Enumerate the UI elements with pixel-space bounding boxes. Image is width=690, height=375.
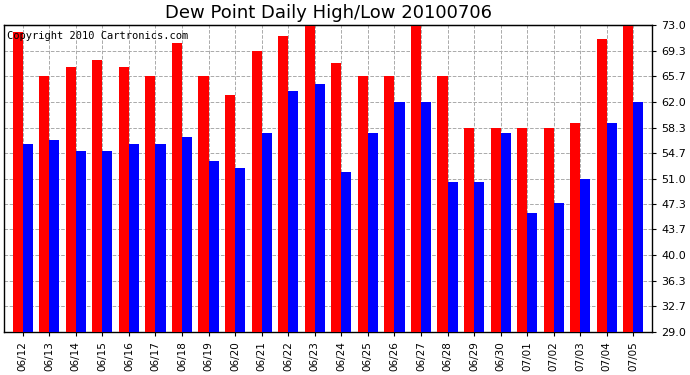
Bar <box>342 171 351 332</box>
Bar <box>368 133 378 332</box>
Bar <box>358 76 368 332</box>
Bar <box>395 102 404 332</box>
Bar <box>570 123 580 332</box>
Bar <box>437 76 448 332</box>
Bar <box>76 151 86 332</box>
Bar <box>448 182 457 332</box>
Bar <box>315 84 325 332</box>
Bar <box>580 178 591 332</box>
Bar <box>623 25 633 332</box>
Bar <box>597 39 607 332</box>
Bar <box>252 51 262 332</box>
Bar <box>517 128 527 332</box>
Bar <box>411 25 421 332</box>
Bar <box>49 140 59 332</box>
Bar <box>102 151 112 332</box>
Bar <box>129 144 139 332</box>
Bar <box>199 76 208 332</box>
Bar <box>607 123 617 332</box>
Bar <box>331 63 342 332</box>
Bar <box>464 128 474 332</box>
Bar <box>23 144 33 332</box>
Bar <box>155 144 166 332</box>
Bar <box>119 67 129 332</box>
Text: Copyright 2010 Cartronics.com: Copyright 2010 Cartronics.com <box>8 31 188 41</box>
Bar <box>305 25 315 332</box>
Bar <box>262 133 272 332</box>
Bar <box>553 203 564 332</box>
Bar <box>288 92 298 332</box>
Bar <box>501 133 511 332</box>
Bar <box>633 102 644 332</box>
Bar <box>182 136 192 332</box>
Bar <box>225 95 235 332</box>
Bar <box>491 128 501 332</box>
Bar <box>278 36 288 332</box>
Bar <box>235 168 245 332</box>
Bar <box>208 161 219 332</box>
Bar <box>39 76 49 332</box>
Bar <box>474 182 484 332</box>
Bar <box>421 102 431 332</box>
Bar <box>527 213 538 332</box>
Bar <box>384 76 395 332</box>
Bar <box>12 32 23 332</box>
Bar <box>544 128 553 332</box>
Bar <box>92 60 102 332</box>
Bar <box>146 76 155 332</box>
Bar <box>172 42 182 332</box>
Bar <box>66 67 76 332</box>
Title: Dew Point Daily High/Low 20100706: Dew Point Daily High/Low 20100706 <box>164 4 491 22</box>
